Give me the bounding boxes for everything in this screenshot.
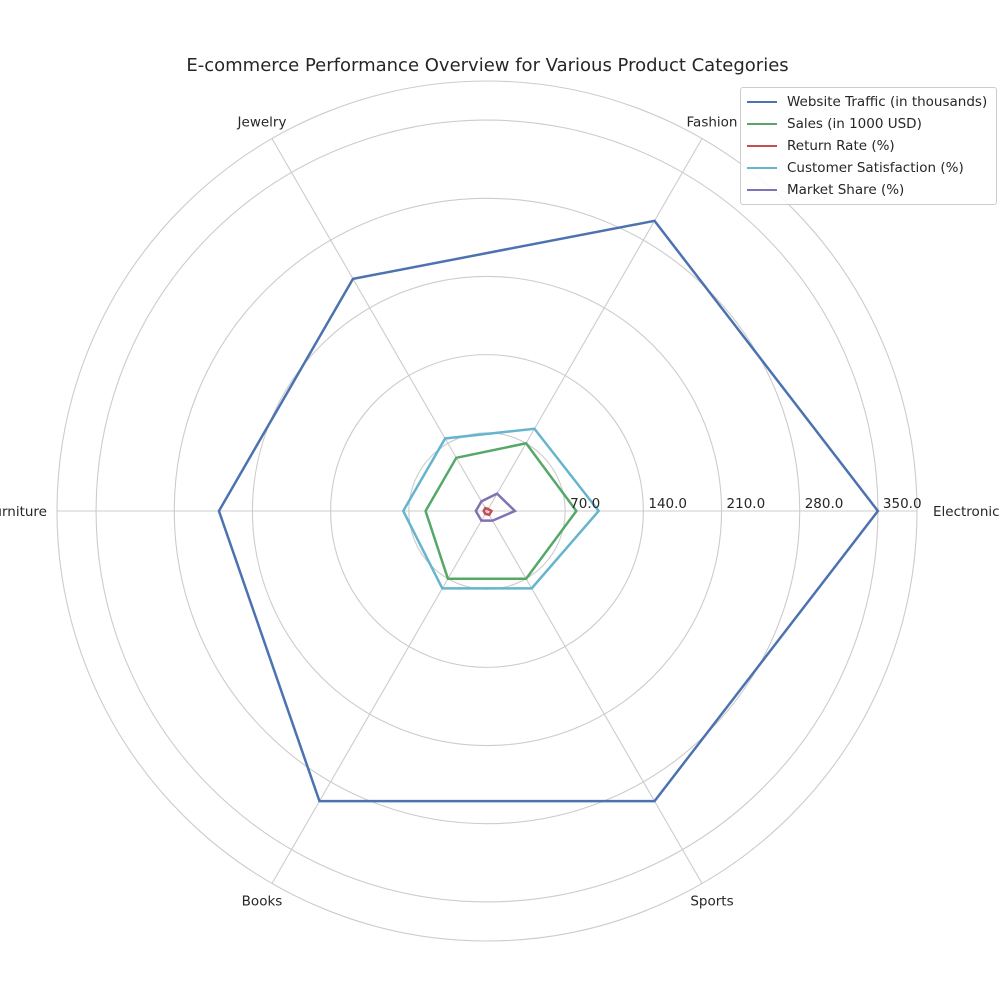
radial-tick-label: 350.0	[883, 496, 922, 512]
legend-item: Website Traffic (in thousands)	[747, 91, 990, 113]
legend-item: Customer Satisfaction (%)	[747, 157, 990, 179]
legend-swatch	[747, 123, 777, 125]
legend-swatch	[747, 189, 777, 191]
radial-tick-label: 210.0	[727, 496, 766, 512]
radial-tick-label: 70.0	[570, 496, 600, 512]
legend-item: Sales (in 1000 USD)	[747, 113, 990, 135]
radar-spoke	[271, 138, 488, 512]
category-label: Jewelry	[237, 114, 287, 130]
legend-label: Sales (in 1000 USD)	[787, 116, 922, 132]
category-label: Furniture	[0, 504, 47, 520]
series-line	[424, 441, 578, 580]
radar-series-layer	[217, 219, 880, 803]
series-line	[474, 492, 518, 522]
category-label: Fashion	[687, 114, 738, 130]
legend-label: Market Share (%)	[787, 182, 905, 198]
category-label: Books	[242, 894, 283, 910]
legend-item: Market Share (%)	[747, 179, 990, 201]
radar-spoke	[271, 510, 488, 884]
radar-label-layer: 70.0 140.0 210.0 280.0 350.0 Electronics Fashi…	[0, 114, 1000, 909]
radar-grid	[56, 80, 918, 942]
series-line	[482, 506, 494, 517]
radar-spoke	[486, 510, 703, 884]
series-line	[401, 427, 601, 590]
category-label: Electronics	[933, 504, 1000, 520]
legend-swatch	[747, 101, 777, 103]
legend-swatch	[747, 167, 777, 169]
legend-item: Return Rate (%)	[747, 135, 990, 157]
legend-label: Return Rate (%)	[787, 138, 895, 154]
legend: Website Traffic (in thousands) Sales (in …	[740, 87, 997, 205]
legend-label: Customer Satisfaction (%)	[787, 160, 964, 176]
radial-tick-label: 280.0	[805, 496, 844, 512]
chart-title: E-commerce Performance Overview for Vari…	[186, 55, 789, 76]
category-label: Sports	[690, 894, 733, 910]
legend-swatch	[747, 145, 777, 147]
radial-tick-label: 140.0	[648, 496, 687, 512]
radar-spoke	[486, 138, 703, 512]
series-line	[217, 219, 880, 803]
legend-label: Website Traffic (in thousands)	[787, 94, 988, 110]
